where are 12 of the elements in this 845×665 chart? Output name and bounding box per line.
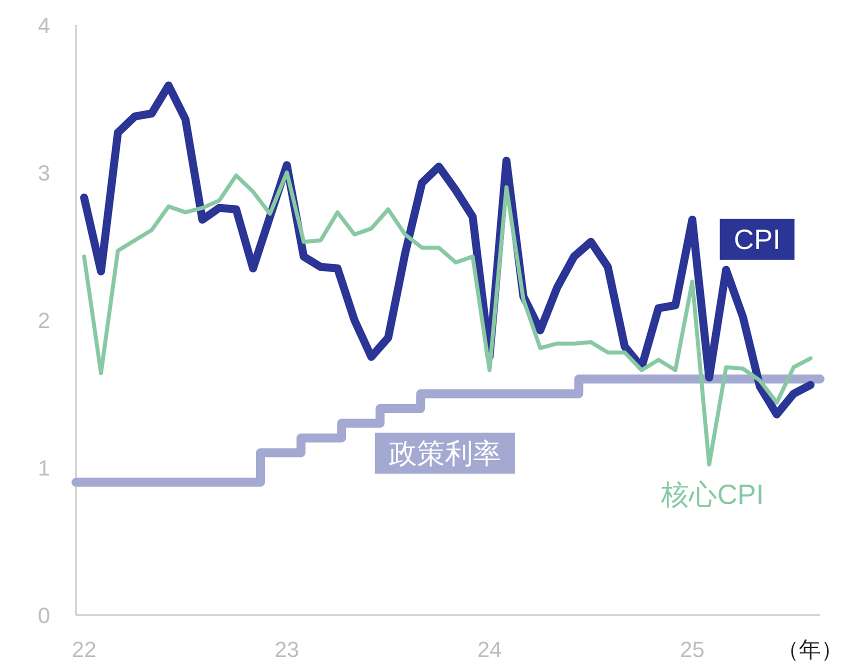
x-tick-label: 24 (477, 637, 502, 662)
y-tick-label: 1 (38, 456, 50, 480)
x-axis-title: （年） (777, 637, 843, 662)
x-tick-label: 23 (274, 637, 300, 662)
x-tick-label: 22 (72, 637, 96, 662)
y-tick-label: 0 (38, 603, 50, 628)
y-tick-label: 2 (38, 308, 50, 333)
y-tick-label: 3 (38, 160, 50, 186)
y-tick-label: 4 (38, 13, 50, 38)
x-tick-label: 25 (680, 637, 705, 662)
series-label: 政策利率 (388, 438, 501, 469)
series-label: CPI (734, 224, 780, 255)
